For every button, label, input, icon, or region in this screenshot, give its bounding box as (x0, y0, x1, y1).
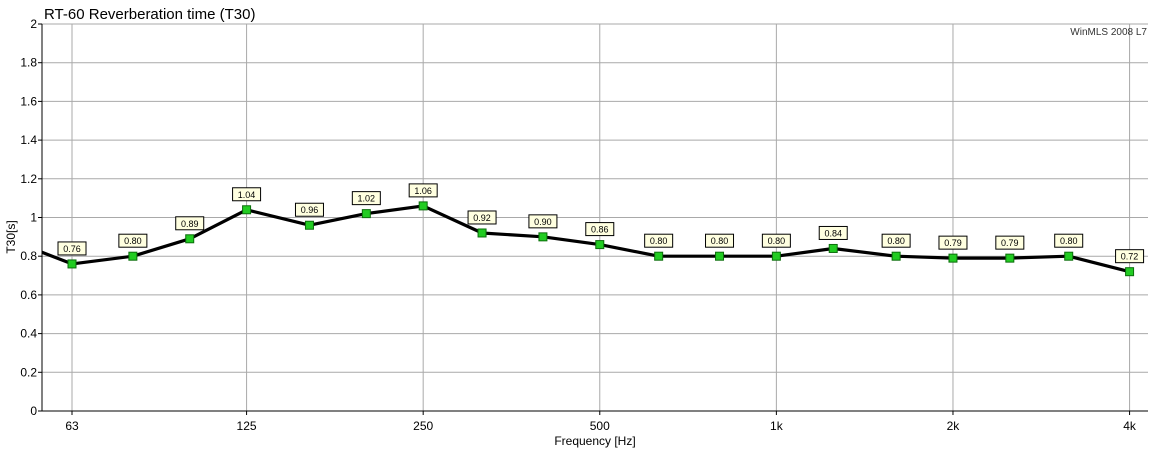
data-point-marker (1005, 253, 1015, 263)
data-label-box (995, 235, 1025, 250)
data-label-box (467, 210, 497, 225)
data-point-marker (595, 240, 605, 250)
data-point-marker (242, 205, 252, 215)
data-point-marker (361, 209, 371, 219)
y-tick-label: 0.2 (20, 365, 37, 379)
data-label-box (408, 183, 438, 198)
x-tick-label: 500 (590, 419, 610, 433)
y-tick-label: 2 (30, 17, 37, 31)
data-label: 0.80 (124, 236, 142, 246)
y-tick-label: 0.6 (20, 288, 37, 302)
data-label-box (294, 202, 324, 217)
data-point-marker (948, 253, 958, 263)
data-point-marker (128, 251, 138, 261)
data-label: 0.80 (711, 236, 729, 246)
data-label: 0.86 (591, 225, 609, 235)
y-tick-label: 1.4 (20, 133, 37, 147)
data-point-marker (418, 201, 428, 211)
data-label-box (175, 216, 205, 231)
data-label-box (232, 187, 262, 202)
data-point-marker (67, 259, 77, 269)
data-label: 0.79 (944, 238, 962, 248)
y-tick-label: 1.2 (20, 172, 37, 186)
x-tick-label: 2k (947, 419, 961, 433)
data-label: 0.79 (1001, 238, 1019, 248)
data-point-marker (304, 220, 314, 230)
data-label: 0.80 (1060, 236, 1078, 246)
x-tick-label: 250 (413, 419, 433, 433)
data-label: 0.76 (63, 244, 81, 254)
y-axis-ticks: 0 0.2 0.4 0.6 0.8 1 1.2 1.4 1.6 1.8 2 (20, 17, 42, 418)
data-label-box (57, 241, 87, 256)
y-tick-label: 1 (30, 211, 37, 225)
data-label: 1.06 (414, 186, 432, 196)
data-label-box (881, 233, 911, 248)
data-label: 0.72 (1121, 252, 1139, 262)
chart-title: RT-60 Reverberation time (T30) (44, 6, 255, 23)
data-label: 0.89 (181, 219, 199, 229)
watermark-text: WinMLS 2008 L7 (1070, 27, 1147, 38)
y-tick-label: 1.6 (20, 94, 37, 108)
data-label: 0.80 (887, 236, 905, 246)
data-label-box (528, 214, 558, 229)
data-point-marker (1064, 251, 1074, 261)
series-line (41, 204, 1130, 274)
data-label: 0.80 (650, 236, 668, 246)
data-label: 1.02 (358, 194, 376, 204)
data-label: 0.92 (473, 213, 491, 223)
data-point-marker (1125, 267, 1135, 277)
data-point-marker (654, 251, 664, 261)
y-tick-label: 0.8 (20, 249, 37, 263)
data-label: 0.80 (768, 236, 786, 246)
y-tick-label: 0 (30, 404, 37, 418)
data-label-box (705, 233, 735, 248)
data-point-marker (828, 243, 838, 253)
x-tick-label: 125 (237, 419, 257, 433)
data-labels: 0.76 0.80 0.89 1.04 0.96 1.02 1.06 0.92 0.90 0.86… (57, 183, 1145, 264)
y-axis-label: T30[s] (4, 220, 18, 253)
x-axis-ticks: 63 125 250 500 1k 2k 4k (65, 411, 1137, 433)
y-tick-label: 1.8 (20, 56, 37, 70)
data-point-marker (538, 232, 548, 242)
data-label: 1.04 (238, 190, 256, 200)
x-tick-label: 63 (65, 419, 79, 433)
data-label-box (1054, 233, 1084, 248)
data-label-box (1115, 249, 1145, 264)
x-tick-label: 1k (770, 419, 784, 433)
data-label: 0.96 (301, 205, 319, 215)
data-label-box (118, 233, 148, 248)
series-layer (41, 201, 1135, 277)
data-label: 0.90 (534, 217, 552, 227)
data-label-box (761, 233, 791, 248)
data-point-marker (891, 251, 901, 261)
data-point-marker (771, 251, 781, 261)
y-tick-label: 0.4 (20, 327, 37, 341)
grid (42, 23, 1148, 411)
data-label-box (938, 235, 968, 250)
data-point-marker (715, 251, 725, 261)
data-label-box (818, 225, 848, 240)
data-label-box (644, 233, 674, 248)
data-point-marker (185, 234, 195, 244)
x-tick-label: 4k (1123, 419, 1137, 433)
data-label: 0.84 (824, 228, 842, 238)
data-label-box (351, 191, 381, 206)
x-axis-label: Frequency [Hz] (554, 434, 635, 448)
data-label-box (585, 222, 615, 237)
data-point-marker (477, 228, 487, 238)
